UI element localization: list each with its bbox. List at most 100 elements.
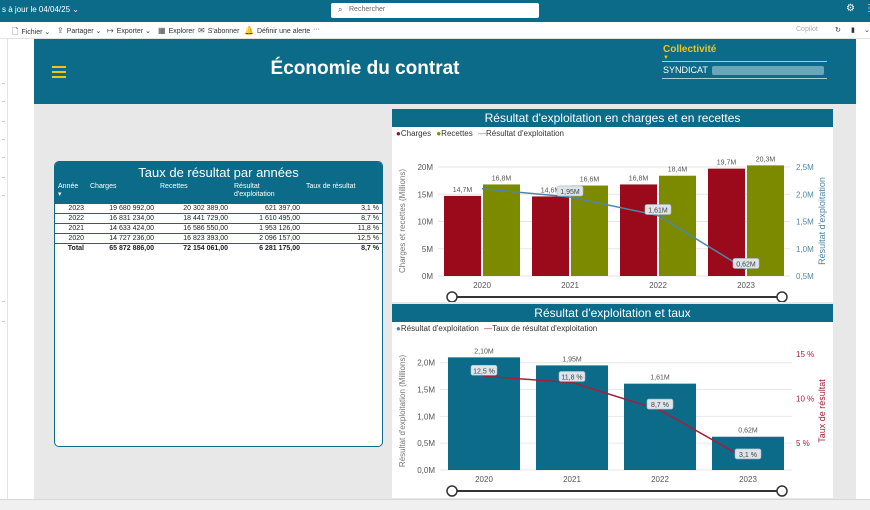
data-label-charges: 16,8M: [629, 175, 649, 182]
table-cell: 65 872 886,00: [109, 245, 154, 252]
col-header-recettes[interactable]: Recettes: [157, 182, 231, 204]
file-menu[interactable]: 🗋 Fichier ⌄: [12, 27, 51, 36]
y2-tick-label: 1,0M: [796, 245, 814, 254]
table-cell: 19 680 992,00: [87, 204, 157, 214]
y2-tick-label: 5 %: [796, 439, 810, 448]
report-title[interactable]: s à jour le 04/04/25 ⌄: [2, 5, 79, 14]
data-label-resultat: 1,95M: [562, 356, 582, 363]
x-tick-label: 2022: [649, 281, 667, 290]
x-tick-label: 2021: [561, 281, 579, 290]
data-label-resultat: 1,61M: [648, 208, 668, 215]
share-menu[interactable]: ⇪ Partager ⌄: [57, 26, 102, 35]
left-rail: [0, 39, 8, 499]
chart2-legend: ●Résultat d'exploitation —Taux de résult…: [396, 324, 598, 333]
y-tick-label: 2,0M: [417, 359, 435, 368]
data-label-taux: 12,5 %: [473, 368, 495, 375]
copilot-button[interactable]: Copilot: [796, 26, 818, 33]
table-row[interactable]: 2020 14 727 236,00 16 823 393,00 2 096 157,…: [55, 233, 382, 244]
data-label-box: [732, 258, 760, 269]
y-tick-label: 15M: [417, 190, 433, 199]
x-tick-label: 2020: [475, 475, 493, 484]
explore-button[interactable]: ▦ Explorer: [158, 26, 195, 35]
horizontal-scrollbar[interactable]: [0, 499, 870, 510]
x-tick-label: 2021: [563, 475, 581, 484]
table-row[interactable]: 2022 16 831 234,00 18 441 729,00 1 610 495,…: [55, 213, 382, 224]
table-row[interactable]: 2021 14 633 424,00 16 586 550,00 1 953 126,…: [55, 223, 382, 234]
col-header-taux[interactable]: Taux de résultat: [303, 182, 382, 204]
title-bar: s à jour le 04/04/25 ⌄ ⌕ Rechercher ⚙ ⋮: [0, 0, 870, 22]
bar-recettes: [659, 175, 696, 276]
bar-charges: [620, 184, 657, 276]
share-icon: ⇪: [57, 26, 64, 35]
data-label-box: [558, 371, 586, 382]
y-tick-label: 10M: [417, 218, 433, 227]
chevron-down-icon[interactable]: ⌄: [864, 27, 870, 34]
subscribe-button[interactable]: ✉ S'abonner: [198, 26, 240, 35]
subscribe-icon: ✉: [198, 26, 205, 35]
y2-tick-label: 1,5M: [796, 218, 814, 227]
y-tick-label: 0M: [422, 272, 433, 281]
data-label-resultat: 2,10M: [474, 348, 494, 355]
bar-recettes: [483, 184, 520, 276]
table-cell: 2020: [55, 233, 87, 244]
search-icon: ⌕: [338, 5, 343, 14]
search-placeholder: Rechercher: [349, 6, 386, 13]
range-slider-handle: [776, 485, 788, 497]
bookmark-icon[interactable]: ▮: [851, 27, 855, 34]
col-header-charges[interactable]: Charges: [87, 182, 157, 204]
table-cell: 1 953 126,00: [231, 223, 303, 234]
more-icon[interactable]: ⋮: [864, 3, 870, 14]
table-cell: 2023: [55, 204, 87, 214]
data-label-recettes: 16,8M: [492, 175, 512, 182]
search-box[interactable]: ⌕ Rechercher: [331, 3, 539, 18]
data-label-charges: 19,7M: [717, 160, 737, 167]
chart2-svg: 0,0M 0,5M 1,0M 1,5M 2,0M 5 % 10 % 15 % Résultat …: [398, 348, 827, 497]
x-tick-label: 2023: [739, 475, 757, 484]
x-tick-label: 2023: [737, 281, 755, 290]
refresh-icon[interactable]: ↻: [835, 27, 841, 34]
table-cell: 2022: [55, 213, 87, 224]
legend-resultat-exploitation[interactable]: Résultat d'exploitation: [400, 324, 479, 333]
bar-charges: [444, 195, 481, 276]
line-resultat: [481, 188, 747, 271]
filter-dropdown-icon[interactable]: ▼: [663, 55, 669, 61]
chart-resultat-taux: Résultat d'exploitation et taux ●Résulta…: [392, 304, 833, 498]
y-axis-label: Résultat d'exploitation (Millions): [398, 355, 407, 468]
table-row[interactable]: 2023 19 680 992,00 20 302 389,00 621 397,00…: [55, 204, 382, 214]
col-header-resultat[interactable]: Résultat d'exploitation: [231, 182, 303, 204]
y2-tick-label: 10 %: [796, 395, 814, 404]
more-options-button[interactable]: ···: [313, 26, 320, 33]
data-label-charges: 14,6M: [541, 187, 561, 194]
table-total-row[interactable]: Total 65 872 886,00 72 154 061,00 6 281 175…: [55, 244, 382, 254]
data-label-box: [470, 364, 498, 376]
col-header-annee[interactable]: Année ▾: [55, 182, 87, 204]
data-label-taux: 11,8 %: [561, 374, 582, 381]
table-cell: 2021: [55, 223, 87, 234]
set-alert-button[interactable]: 🔔 Définir une alerte: [244, 26, 311, 35]
table-cell: 11,8 %: [303, 223, 382, 234]
range-slider-handle: [776, 291, 788, 302]
y-tick-label: 5M: [422, 245, 433, 254]
file-icon: 🗋: [12, 27, 19, 36]
copilot-icon[interactable]: ⚙: [846, 3, 855, 14]
legend-resultat[interactable]: Résultat d'exploitation: [485, 129, 565, 138]
redacted-text: [712, 66, 824, 75]
bell-icon: 🔔: [244, 26, 254, 35]
table-cell: 18 441 729,00: [157, 213, 231, 224]
legend-taux[interactable]: Taux de résultat d'exploitation: [492, 324, 598, 333]
chart1-title: Résultat d'exploitation en charges et en…: [392, 109, 833, 127]
table-cell: 8,7 %: [303, 213, 382, 224]
filter-value[interactable]: SYNDICAT: [663, 65, 708, 75]
hamburger-menu-icon[interactable]: [52, 66, 66, 81]
export-menu[interactable]: ↦ Exporter ⌄: [107, 26, 151, 35]
data-label-recettes: 20,3M: [756, 156, 776, 163]
sort-desc-icon: ▾: [58, 191, 62, 198]
export-icon: ↦: [107, 26, 114, 35]
y-tick-label: 1,0M: [417, 412, 435, 421]
table-cell: 20 302 389,00: [157, 204, 231, 214]
legend-charges[interactable]: Charges: [400, 129, 432, 138]
range-slider-handle: [446, 291, 458, 302]
data-label-resultat: 1,95M: [560, 189, 580, 196]
legend-recettes[interactable]: Recettes: [441, 129, 473, 138]
chart2-title: Résultat d'exploitation et taux: [392, 304, 833, 322]
